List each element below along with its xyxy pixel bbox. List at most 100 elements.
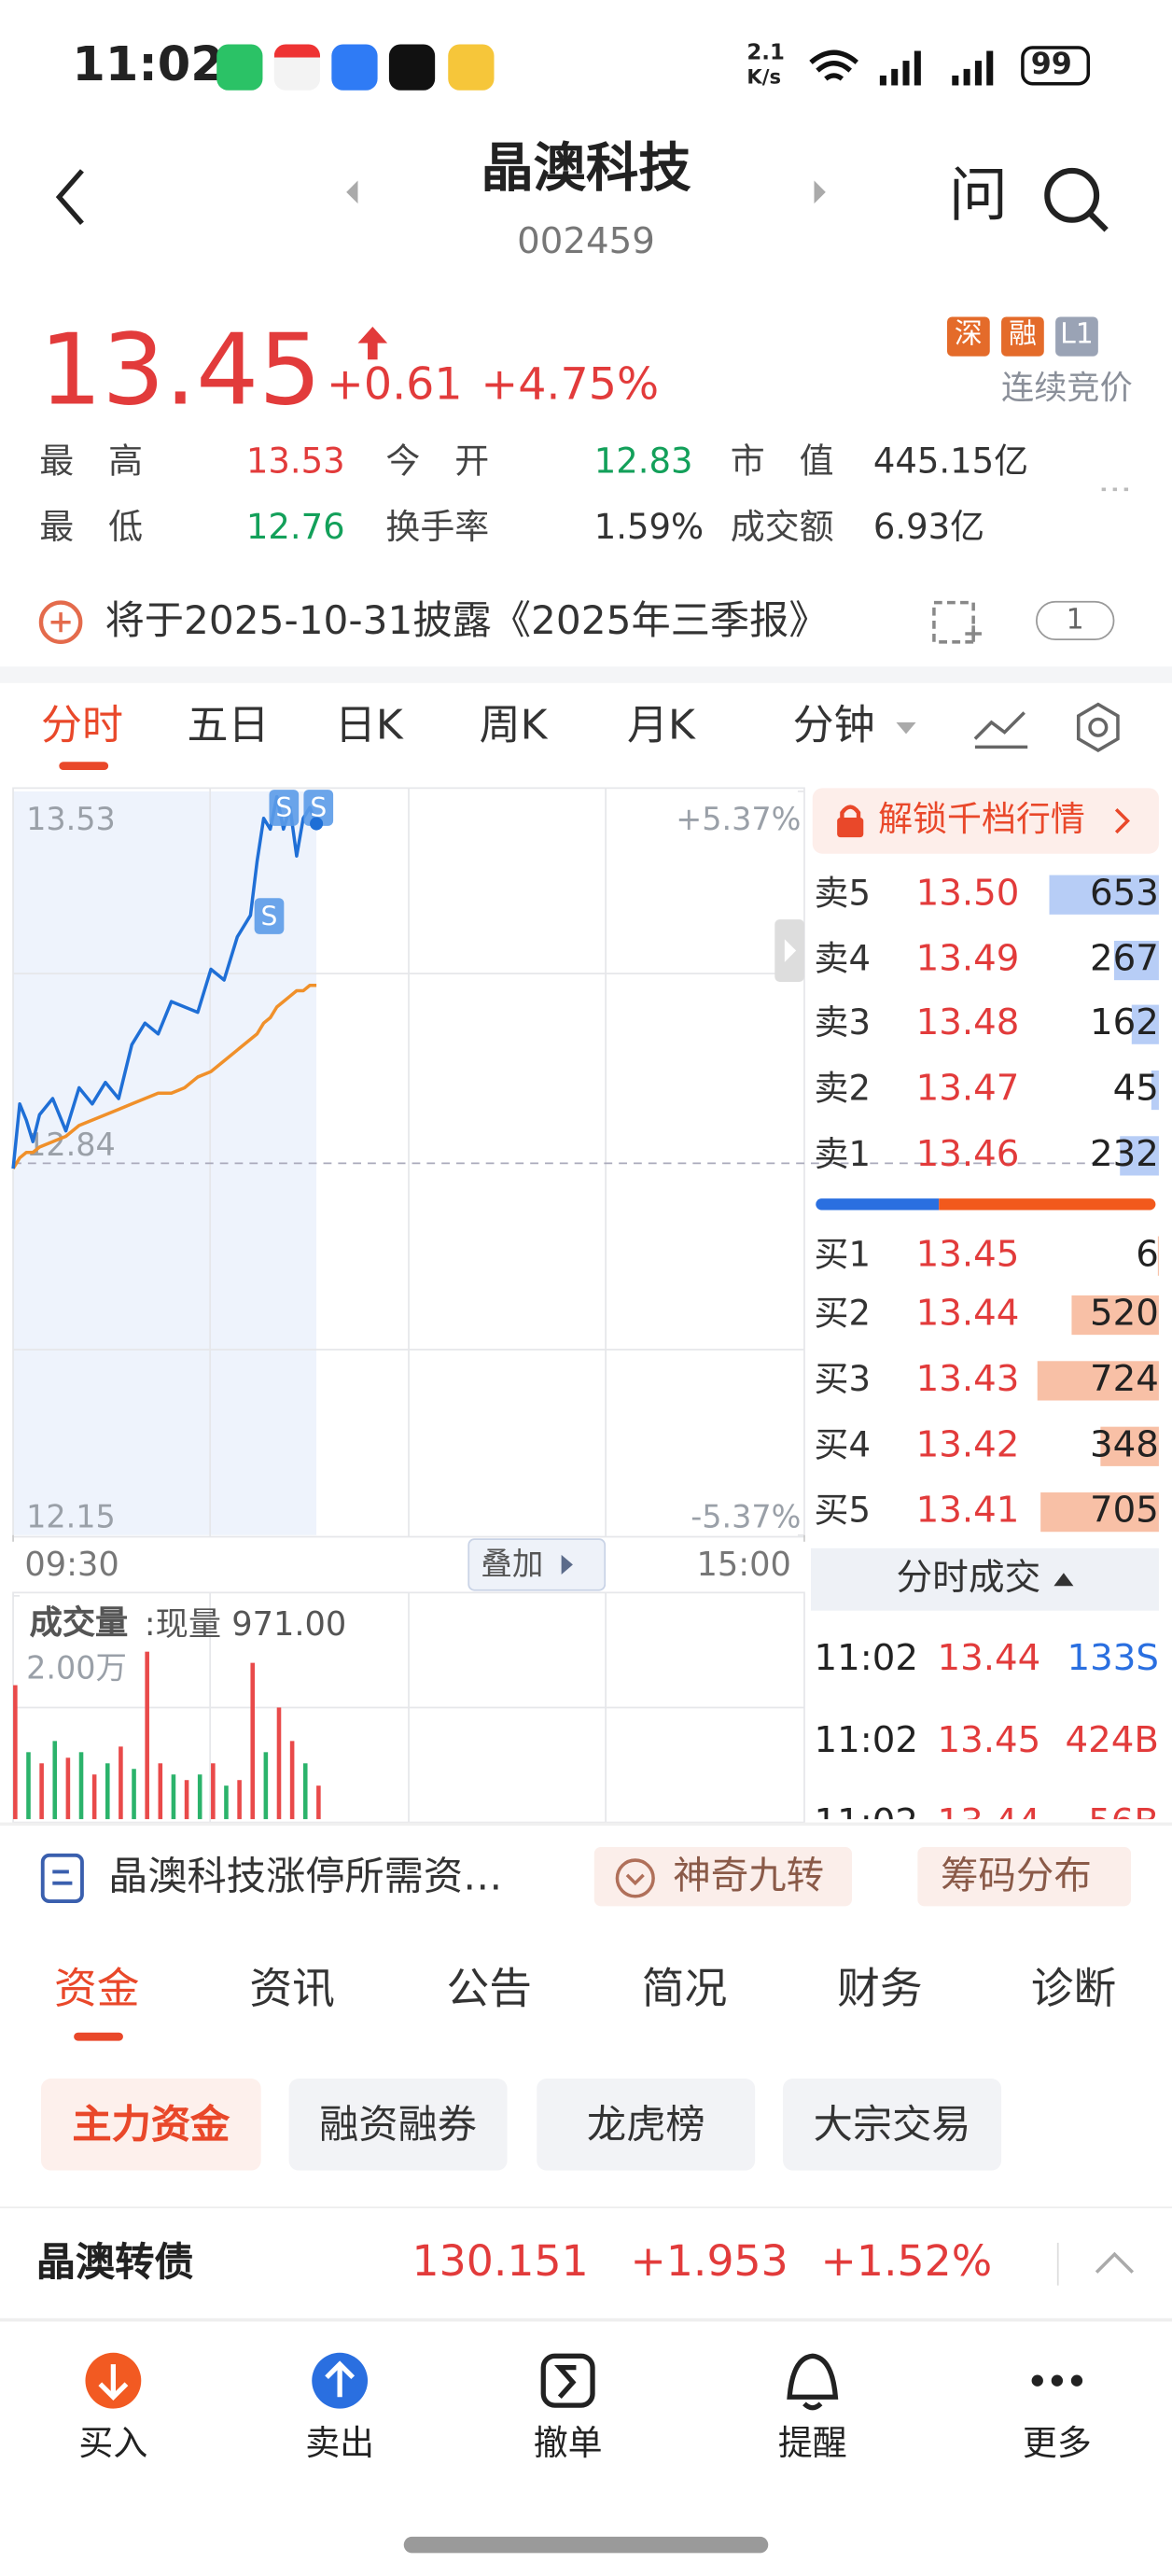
volume-bar (237, 1780, 242, 1820)
bid-volume-bar (1071, 1295, 1159, 1336)
collapse-icon[interactable] (1094, 2249, 1137, 2275)
app-icon (388, 44, 436, 91)
nine-label[interactable]: 神奇九转 (673, 1855, 825, 1898)
doc-icon (40, 1853, 84, 1903)
prev-stock[interactable] (342, 177, 361, 207)
last-price: 13.45 (39, 313, 322, 429)
divider (0, 1822, 1172, 1827)
chart-tab[interactable]: 分时 (40, 701, 123, 749)
tab-indicator (59, 762, 109, 771)
trades-list: 11:0213.44133S11:0213.45424B11:0213.4456… (811, 1626, 1162, 1819)
overlay-label[interactable]: 叠加 (481, 1547, 544, 1583)
order-price: 13.42 (915, 1424, 1020, 1466)
overlay-button[interactable] (467, 1538, 607, 1591)
bid-volume-bar (1157, 1236, 1159, 1276)
trading-status: 连续竞价 (1001, 368, 1133, 408)
section-tab[interactable]: 资金 (54, 1965, 140, 2015)
trades-header[interactable] (810, 1547, 1159, 1611)
volume-bar (119, 1746, 123, 1820)
tag: 深 (954, 318, 983, 352)
volume-bar (78, 1752, 84, 1820)
chart-tab[interactable]: 周K (479, 701, 548, 749)
tag-box (947, 316, 990, 357)
overlay-arrow (561, 1554, 573, 1575)
chart-tab[interactable]: 日K (334, 701, 403, 749)
app-icon (216, 44, 263, 91)
order-price: 13.50 (915, 873, 1020, 915)
order-price: 13.41 (915, 1491, 1020, 1533)
volume-title: 成交量 (29, 1602, 129, 1643)
nav-item[interactable]: 撤单 (533, 2423, 603, 2463)
order-level: 卖1 (814, 1134, 871, 1174)
calendar-icon[interactable] (929, 595, 985, 651)
volume-bar (250, 1662, 256, 1820)
search-button[interactable] (1040, 164, 1112, 236)
order-volume: 232 (1090, 1134, 1159, 1176)
section-tab[interactable]: 财务 (837, 1965, 923, 2015)
divider (1056, 2242, 1059, 2286)
section-tab[interactable]: 简况 (641, 1965, 728, 2015)
volume-bar (224, 1785, 229, 1820)
signal-icons (809, 49, 994, 86)
unlock-text[interactable]: 解锁千档行情 (878, 799, 1085, 839)
bond-name: 晶澳转债 (35, 2239, 194, 2286)
bond-change-pct: +1.52% (820, 2237, 993, 2288)
tag: L1 (1060, 318, 1094, 352)
more-dots[interactable]: ⋮ (1096, 472, 1137, 506)
ai-summary[interactable]: 晶澳科技涨停所需资… (108, 1854, 503, 1900)
chart-tab[interactable]: 五日 (187, 701, 270, 749)
sub-tab[interactable]: 大宗交易 (783, 2079, 1002, 2171)
order-price: 13.48 (915, 1002, 1020, 1044)
settings-icon[interactable] (1070, 699, 1126, 755)
stat-value: 445.15亿 (872, 441, 1029, 482)
unlock-banner[interactable] (812, 788, 1159, 854)
nav-item[interactable]: 提醒 (777, 2423, 847, 2463)
order-price: 13.46 (915, 1134, 1020, 1176)
order-level: 卖2 (814, 1069, 871, 1109)
bond-change: +1.953 (630, 2237, 788, 2288)
trades-title[interactable]: 分时成交 (896, 1558, 1041, 1600)
volume-bar (132, 1769, 136, 1820)
bid-volume-bar (1040, 1492, 1159, 1533)
price-change-pct: +4.75% (481, 359, 660, 411)
sub-tab[interactable]: 龙虎榜 (537, 2079, 756, 2171)
chart-tab[interactable]: 分钟 (792, 701, 875, 749)
trade-marker-box (254, 898, 285, 934)
volume-bar (65, 1757, 71, 1820)
sort-icon (1053, 1573, 1074, 1587)
ask-button[interactable]: 问 (948, 162, 1009, 231)
sub-tab[interactable]: 融资融券 (288, 2079, 508, 2171)
chips-label[interactable]: 筹码分布 (940, 1855, 1092, 1898)
order-price: 13.43 (915, 1359, 1020, 1401)
order-price: 13.44 (915, 1294, 1020, 1336)
section-tab[interactable]: 资讯 (249, 1965, 335, 2015)
net-speed-unit: K/s (746, 65, 782, 89)
order-price: 13.47 (915, 1069, 1020, 1111)
trade-price: 13.44 (937, 1805, 1040, 1819)
sub-tab[interactable]: 主力资金 (40, 2079, 261, 2171)
price-change: +0.61 (327, 359, 463, 411)
nav-item[interactable]: 买入 (78, 2423, 148, 2463)
volume-bar (171, 1774, 176, 1820)
net-speed: 2.1 (746, 40, 785, 66)
back-button[interactable] (49, 164, 99, 230)
volume-bar (263, 1752, 269, 1820)
tag: 融 (1008, 318, 1037, 352)
chips-button[interactable] (917, 1846, 1132, 1907)
chart-tab[interactable]: 月K (626, 701, 695, 749)
notice-text[interactable]: 将于2025-10-31披露《2025年三季报》 (105, 597, 829, 644)
order-level: 买3 (814, 1359, 871, 1399)
order-level: 买4 (814, 1424, 871, 1465)
section-tab[interactable]: 公告 (446, 1965, 532, 2015)
nav-item[interactable]: 更多 (1022, 2423, 1092, 2463)
dropdown-icon (896, 722, 916, 735)
chart-style-icon[interactable] (971, 703, 1030, 752)
nav-item[interactable]: 卖出 (305, 2423, 375, 2463)
section-tab[interactable]: 诊断 (1030, 1965, 1117, 2015)
stat-label: 成交额 (730, 507, 834, 547)
up-arrow (357, 327, 388, 360)
next-stock[interactable] (811, 177, 830, 207)
volume-bar (302, 1763, 308, 1820)
